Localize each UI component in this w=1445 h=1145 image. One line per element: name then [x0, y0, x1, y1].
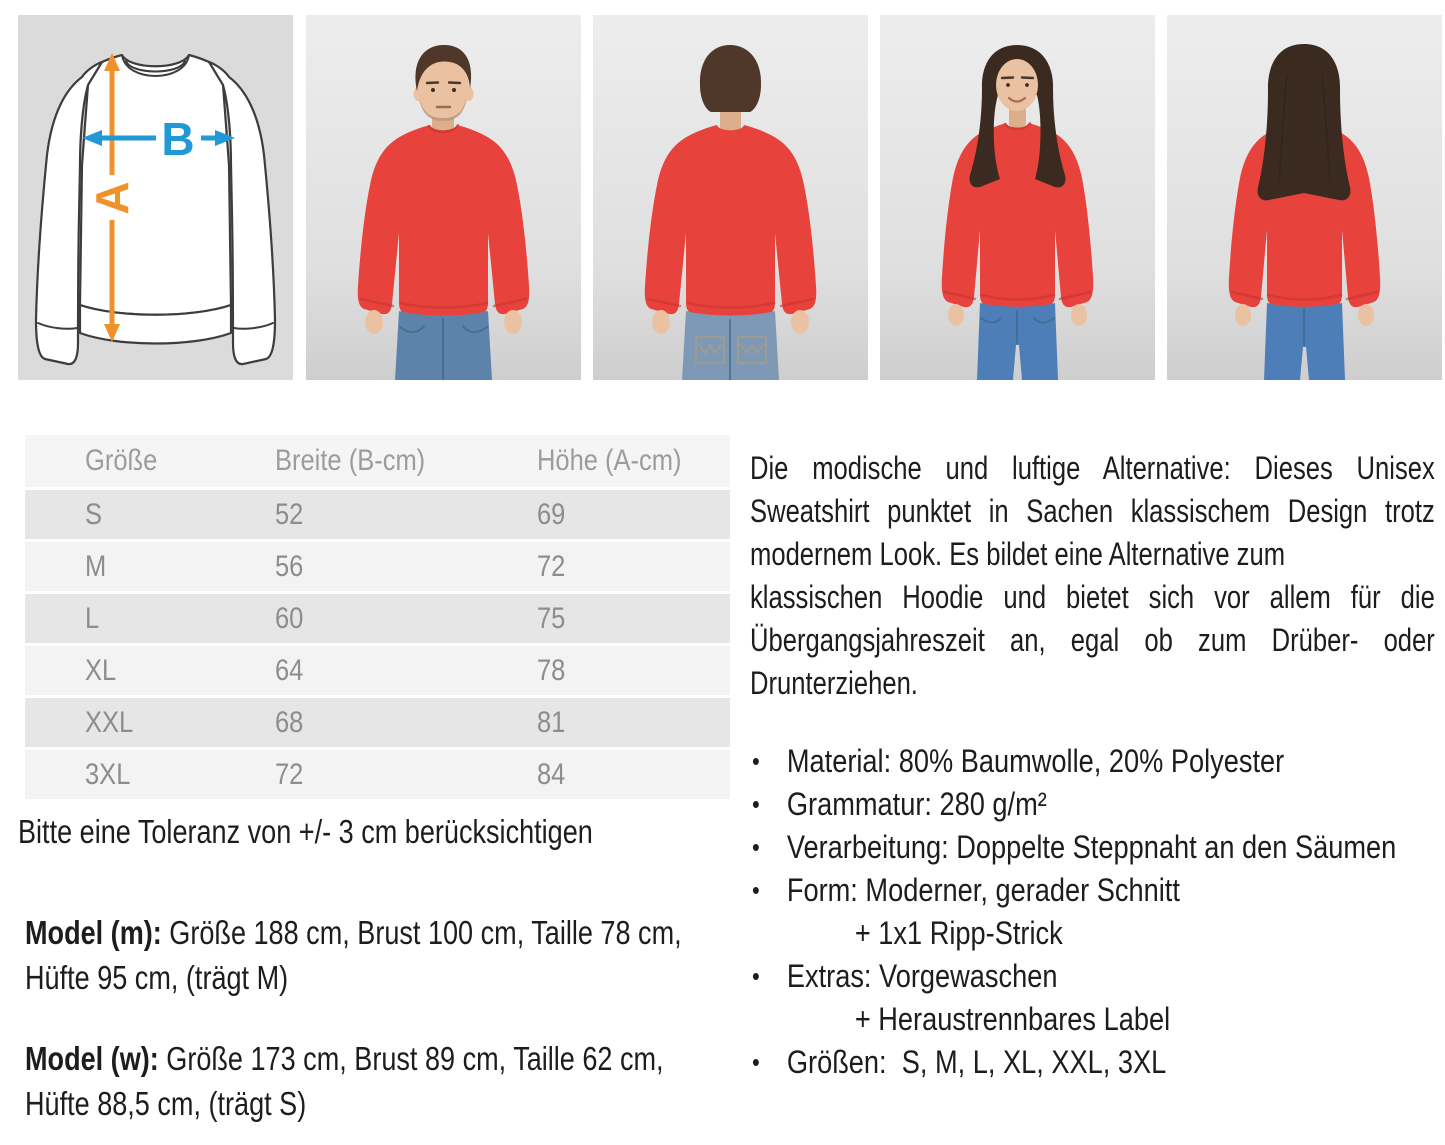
- description-line-1: Die modische und luftige Alternative: Di…: [750, 450, 1435, 486]
- size-row-m: M 56 72: [25, 542, 730, 591]
- description-line-4: klassischen Hoodie und bietet sich vor a…: [750, 579, 1435, 615]
- female-front-figure: [941, 45, 1094, 380]
- size-row-s: S 52 69: [25, 490, 730, 539]
- feature-item-verarbeitung: • Verarbeitung: Doppelte Steppnaht an den…: [752, 826, 1442, 869]
- feature-item-ripp-strick: + 1x1 Ripp-Strick: [854, 915, 1063, 951]
- bullet-icon: •: [752, 832, 760, 862]
- female-back-illustration: [1167, 15, 1442, 380]
- breite-cell: 52: [275, 498, 304, 531]
- breite-cell: 64: [275, 654, 304, 687]
- bullet-icon: •: [752, 961, 760, 991]
- bullet-icon: •: [752, 875, 760, 905]
- male-back-figure: [644, 45, 817, 380]
- model-m-measurements: Model (m): Größe 188 cm, Brust 100 cm, T…: [25, 910, 730, 1000]
- size-cell: XL: [85, 654, 117, 687]
- feature-item-extras: • Extras: Vorgewaschen: [752, 955, 1442, 998]
- column-header-hoehe: Höhe (A-cm): [537, 444, 682, 477]
- photo-male-back: [593, 15, 868, 380]
- size-cell: L: [85, 602, 100, 635]
- size-cell: XXL: [85, 706, 134, 739]
- diagram-label-a: A: [86, 181, 138, 214]
- size-table: Größe Breite (B-cm) Höhe (A-cm) S 52 69 …: [25, 435, 730, 802]
- feature-item-grammatur: • Grammatur: 280 g/m²: [752, 783, 1442, 826]
- size-diagram-illustration: A B: [18, 15, 293, 380]
- hoehe-cell: 69: [537, 498, 566, 531]
- bullet-icon: •: [752, 789, 760, 819]
- size-diagram-panel: A B: [18, 15, 293, 380]
- feature-list: • Material: 80% Baumwolle, 20% Polyester …: [752, 740, 1445, 1084]
- male-front-illustration: [306, 15, 581, 380]
- column-header-breite: Breite (B-cm): [275, 444, 426, 477]
- model-m-label: Model (m):: [25, 914, 170, 951]
- breite-cell: 68: [275, 706, 304, 739]
- size-cell: 3XL: [85, 758, 131, 791]
- size-table-header-row: Größe Breite (B-cm) Höhe (A-cm): [25, 435, 730, 487]
- bullet-icon: •: [752, 746, 760, 776]
- hoehe-cell: 72: [537, 550, 566, 583]
- size-row-xl: XL 64 78: [25, 646, 730, 695]
- female-front-illustration: [880, 15, 1155, 380]
- hoehe-cell: 81: [537, 706, 566, 739]
- male-front-figure: [357, 45, 530, 380]
- photo-male-front: [306, 15, 581, 380]
- tolerance-note: Bitte eine Toleranz von +/- 3 cm berücks…: [18, 813, 593, 850]
- breite-cell: 56: [275, 550, 304, 583]
- product-description: Die modische und luftige Alternative: Di…: [750, 447, 1445, 705]
- size-cell: M: [85, 550, 107, 583]
- feature-item-groessen: • Größen: S, M, L, XL, XXL, 3XL: [752, 1041, 1442, 1084]
- size-cell: S: [85, 498, 103, 531]
- description-line-3: modernem Look. Es bildet eine Alternativ…: [750, 536, 1286, 572]
- description-line-5: Übergangsjahreszeit an, egal ob zum Drüb…: [750, 622, 1435, 658]
- size-row-3xl: 3XL 72 84: [25, 750, 730, 799]
- description-line-2: Sweatshirt punktet in Sachen klassischem…: [750, 493, 1435, 529]
- sweatshirt-outline-graphic: [34, 53, 277, 366]
- model-w-measurements: Model (w): Größe 173 cm, Brust 89 cm, Ta…: [25, 1036, 730, 1126]
- male-back-illustration: [593, 15, 868, 380]
- model-m-text: Größe 188 cm, Brust 100 cm, Taille 78 cm…: [25, 914, 682, 996]
- size-row-l: L 60 75: [25, 594, 730, 643]
- feature-item-form: • Form: Moderner, gerader Schnitt: [752, 869, 1442, 912]
- female-back-figure: [1228, 44, 1381, 380]
- description-line-6: Drunterziehen.: [750, 665, 918, 701]
- size-row-xxl: XXL 68 81: [25, 698, 730, 747]
- model-w-label: Model (w):: [25, 1040, 167, 1077]
- model-w-text: Größe 173 cm, Brust 89 cm, Taille 62 cm,…: [25, 1040, 664, 1122]
- hoehe-cell: 75: [537, 602, 566, 635]
- feature-item-material: • Material: 80% Baumwolle, 20% Polyester: [752, 740, 1442, 783]
- breite-cell: 72: [275, 758, 304, 791]
- width-arrow-b: B: [82, 113, 235, 165]
- photo-female-back: [1167, 15, 1442, 380]
- column-header-groesse: Größe: [85, 444, 158, 477]
- photo-female-front: [880, 15, 1155, 380]
- diagram-label-b: B: [161, 113, 194, 165]
- breite-cell: 60: [275, 602, 304, 635]
- hoehe-cell: 84: [537, 758, 566, 791]
- bullet-icon: •: [752, 1047, 760, 1077]
- feature-item-label: + Heraustrennbares Label: [854, 1001, 1171, 1037]
- height-arrow-a: A: [86, 53, 138, 342]
- hoehe-cell: 78: [537, 654, 566, 687]
